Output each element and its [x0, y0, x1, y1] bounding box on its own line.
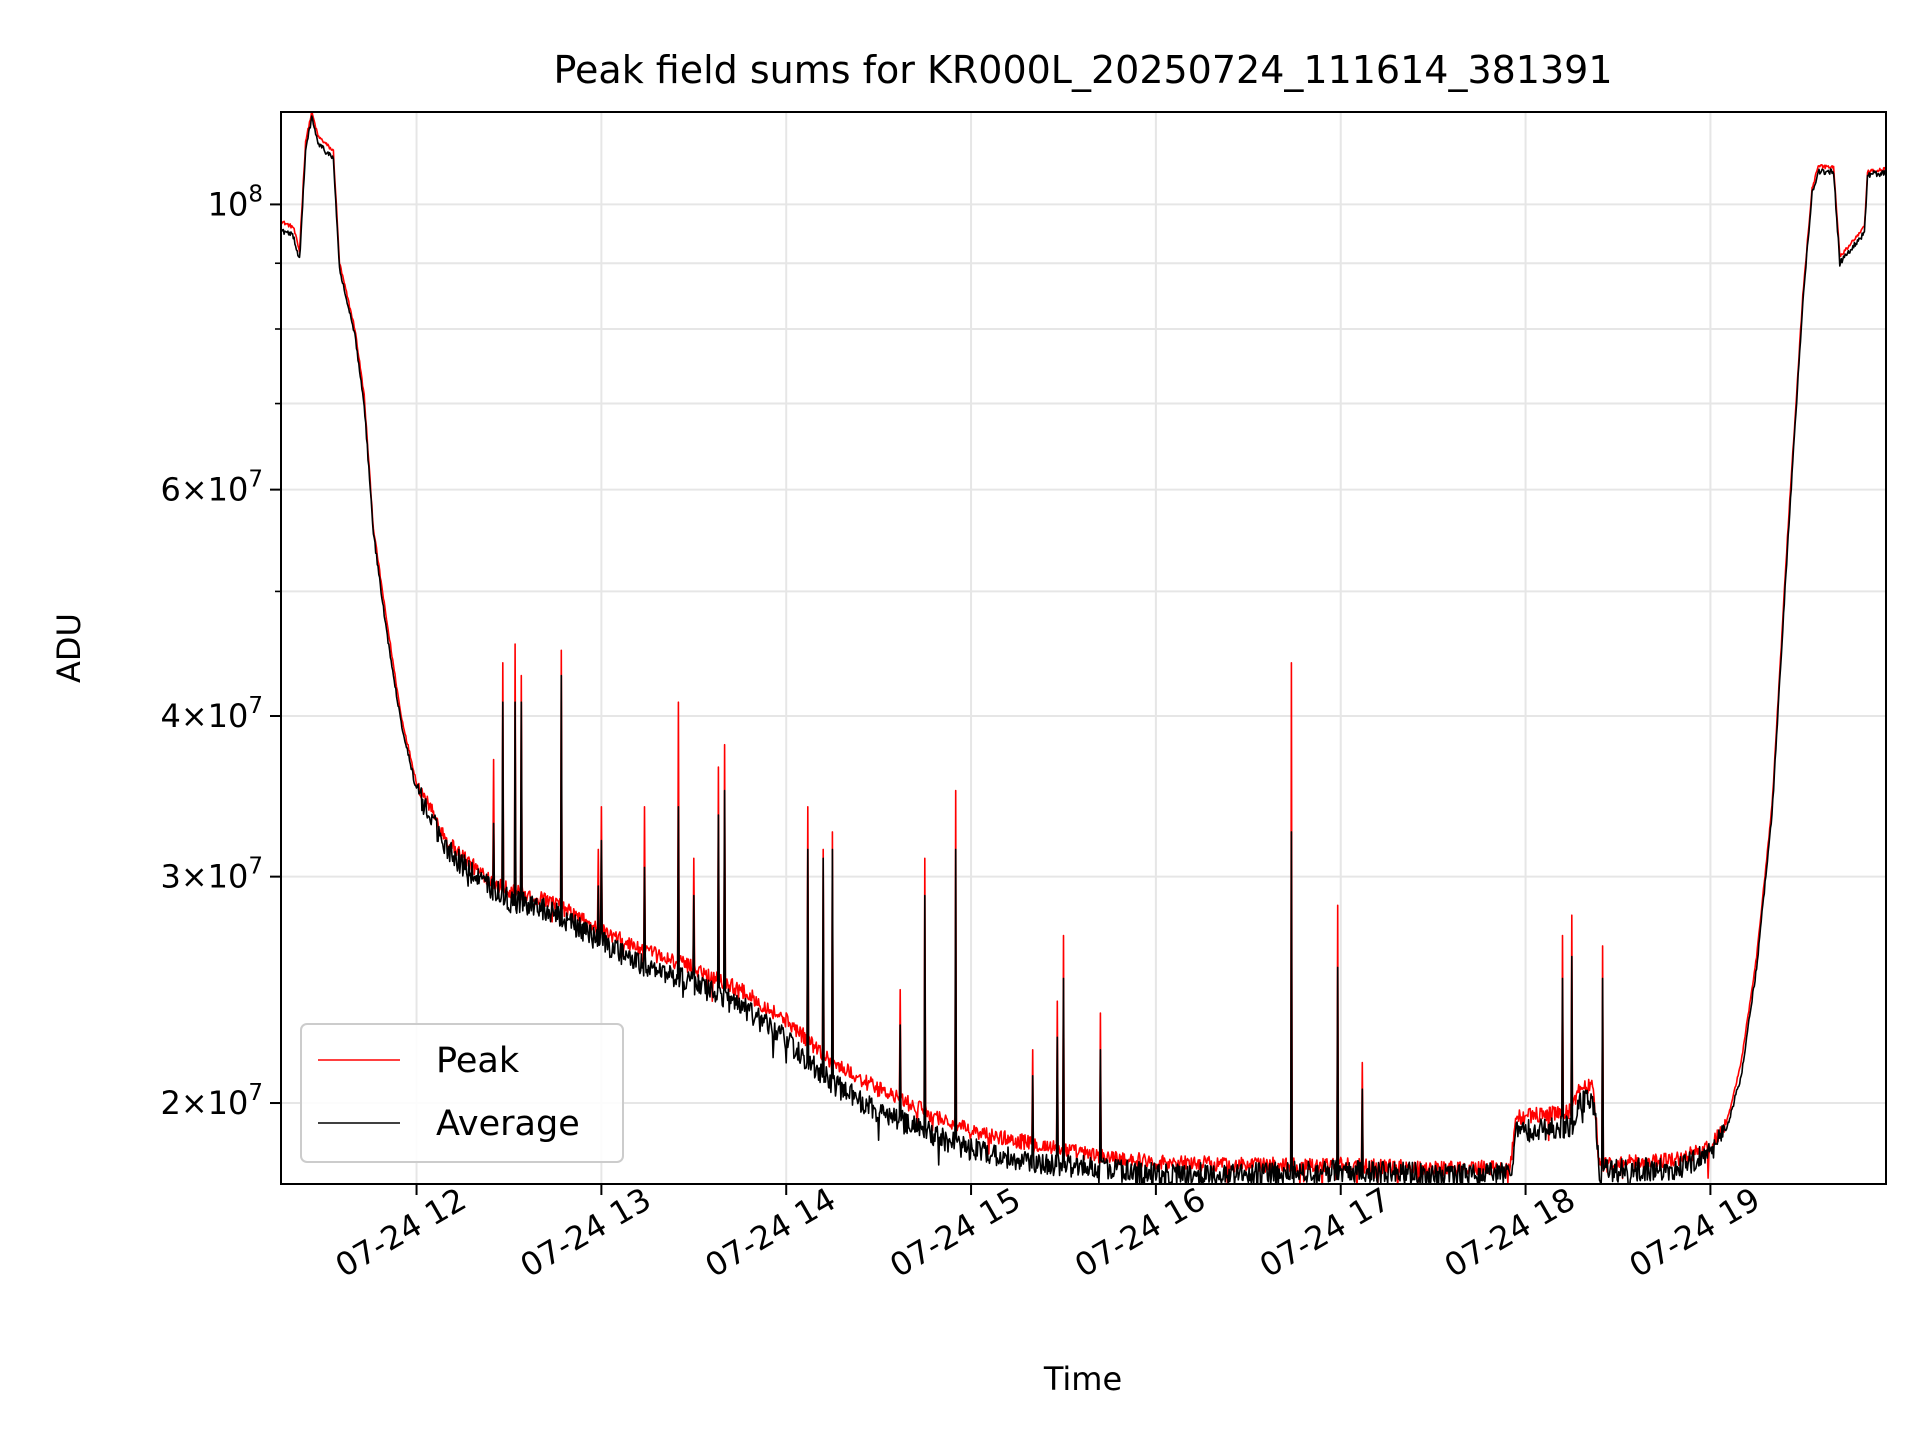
y-axis-ticks: 108 6×107 4×107 3×107 2×107 [160, 181, 281, 1122]
grid-lines [281, 112, 1886, 1184]
y-axis-label: ADU [50, 613, 88, 683]
legend: Peak Average [300, 1023, 624, 1163]
series-line-average [281, 115, 1886, 1184]
series-line-peak [281, 112, 1886, 1184]
legend-label-peak: Peak [436, 1041, 520, 1081]
plot-frame [280, 111, 1887, 1185]
y-tick-label: 6×107 [160, 467, 263, 509]
legend-box [300, 1023, 624, 1163]
y-tick-label: 3×107 [160, 854, 263, 896]
y-tick-label: 2×107 [160, 1080, 263, 1122]
x-axis-label: Time [1043, 1360, 1122, 1398]
legend-label-average: Average [436, 1104, 580, 1144]
y-tick-label: 4×107 [160, 693, 263, 735]
chart-title: Peak field sums for KR000L_20250724_1116… [553, 48, 1612, 92]
y-tick-label: 108 [208, 181, 263, 223]
series-layer [281, 112, 1886, 1184]
